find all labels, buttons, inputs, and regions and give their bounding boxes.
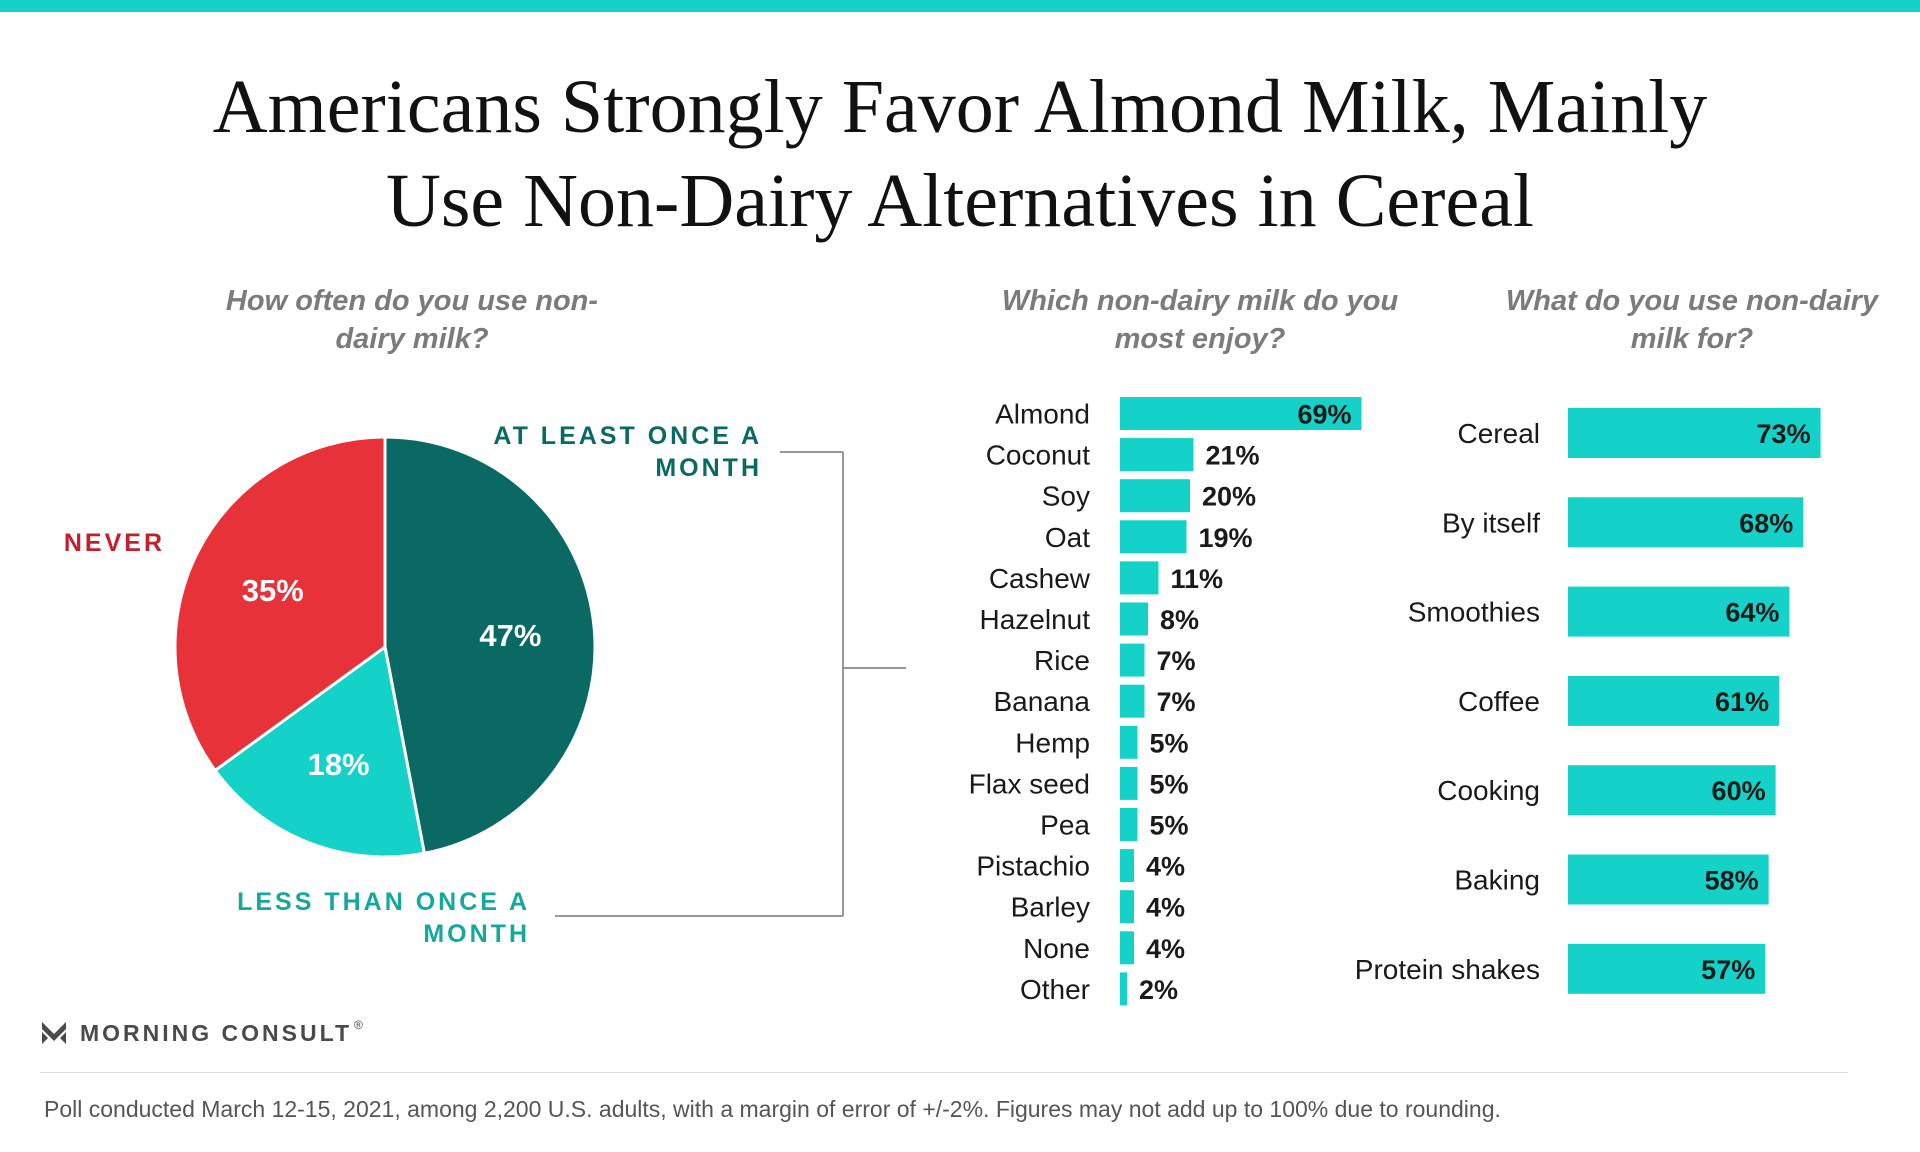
pie-slice-less-than-monthly [213,644,427,859]
milk-type-category-label: Rice [1034,645,1090,676]
usage-bar-chart: Cereal 73% By itself 68% Smoothies 64% Coffee 6… [1355,408,1821,994]
milk-type-bar [1120,766,1138,800]
bracket-connector [555,451,906,917]
milk-type-bar [1120,890,1134,924]
milk-type-category-label: Other [1020,974,1090,1005]
usage-category-label: Smoothies [1408,597,1540,628]
milk-type-bar [1120,849,1134,883]
pie-label-at-least-monthly: AT LEAST ONCE A MONTH [493,422,762,482]
usage-value-label: 68% [1739,508,1793,538]
milk-type-category-label: Hazelnut [979,604,1090,635]
usage-bar [1568,854,1769,905]
milk-type-category-label: Oat [1045,522,1090,553]
milk-type-value-label: 20% [1202,482,1256,512]
milk-type-value-label: 4% [1146,852,1185,882]
milk-type-bar [1120,520,1187,554]
milk-type-bar [1120,972,1127,1006]
brand-name: MORNING CONSULT [80,1019,353,1046]
milk-type-category-label: Barley [1011,892,1090,923]
pie-chart: 47% 18% 35% [173,435,597,859]
footer-divider [40,1072,1848,1073]
milk-type-category-label: None [1023,933,1090,964]
milk-type-bar [1120,479,1190,513]
milk-type-category-label: Pistachio [976,851,1090,882]
usage-category-label: Cereal [1458,418,1540,449]
milk-type-value-label: 4% [1146,893,1185,923]
usage-value-label: 58% [1705,866,1759,896]
pie-slice-at-least-monthly [383,435,597,856]
milk-type-value-label: 5% [1150,811,1189,841]
usage-category-label: By itself [1442,507,1540,538]
milk-type-bar-chart: Almond 69% Coconut 21% Soy 20% Oat 19% Cashew 11%… [969,397,1362,1006]
pie-slice-at-least-monthly-value: 47% [479,618,541,653]
usage-value-label: 57% [1701,955,1755,985]
pie-chart-title: How often do you use non-dairy milk? [225,285,599,355]
footnote: Poll conducted March 12-15, 2021, among … [44,1096,1501,1122]
usage-bar [1568,497,1804,548]
milk-type-bar [1120,397,1362,430]
milk-type-category-label: Almond [995,399,1090,430]
milk-type-bar [1120,684,1145,718]
pie-slice-never [173,435,387,773]
pie-label-less-than-monthly: LESS THAN ONCE A MONTH [237,888,530,948]
usage-value-label: 60% [1712,776,1766,806]
usage-chart-title: What do you use non-dairy milk for? [1505,285,1879,355]
pie-slice-never-value: 35% [242,573,304,608]
pie-label-never: NEVER [63,529,165,557]
usage-category-label: Baking [1454,865,1540,896]
usage-value-label: 61% [1715,687,1769,717]
usage-category-label: Coffee [1458,686,1540,717]
registered-mark: ® [354,1018,363,1032]
milk-type-bar [1120,561,1159,595]
brand-logo: MORNING CONSULT ® [40,1018,363,1048]
usage-bar [1568,675,1780,726]
milk-type-bar [1120,438,1194,472]
milk-type-bar [1120,725,1138,759]
usage-value-label: 73% [1757,419,1811,449]
milk-type-value-label: 19% [1199,523,1253,553]
milk-type-value-label: 7% [1157,687,1196,717]
milk-type-bar [1120,931,1134,965]
milk-type-value-label: 2% [1139,975,1178,1005]
milk-type-category-label: Pea [1040,810,1090,841]
top-accent-bar [0,0,1920,12]
pie-slice-less-than-monthly-value: 18% [308,747,370,782]
morning-consult-logo-icon [42,1022,66,1044]
page-title: Americans Strongly Favor Almond Milk, Ma… [212,65,1708,243]
milk-type-bar [1120,643,1145,677]
milk-type-value-label: 69% [1297,400,1351,430]
milk-type-chart-title: Which non-dairy milk do you most enjoy? [1001,285,1399,355]
milk-type-value-label: 5% [1150,769,1189,799]
milk-type-value-label: 7% [1157,646,1196,676]
usage-bar [1568,943,1766,994]
milk-type-bar [1120,808,1138,841]
usage-category-label: Cooking [1437,775,1540,806]
milk-type-value-label: 4% [1146,934,1185,964]
milk-type-category-label: Flax seed [969,768,1090,799]
usage-bar [1568,765,1776,816]
milk-type-category-label: Hemp [1015,727,1090,758]
milk-type-bar [1120,602,1148,636]
usage-bar [1568,408,1821,458]
milk-type-value-label: 8% [1160,605,1199,635]
milk-type-value-label: 5% [1150,728,1189,758]
milk-type-value-label: 11% [1171,564,1224,594]
milk-type-value-label: 21% [1206,441,1260,471]
usage-category-label: Protein shakes [1355,954,1540,985]
usage-value-label: 64% [1725,598,1779,628]
milk-type-category-label: Banana [993,686,1090,717]
milk-type-category-label: Coconut [986,440,1091,471]
usage-bar [1568,586,1790,637]
milk-type-category-label: Soy [1042,481,1090,512]
milk-type-category-label: Cashew [989,563,1091,594]
